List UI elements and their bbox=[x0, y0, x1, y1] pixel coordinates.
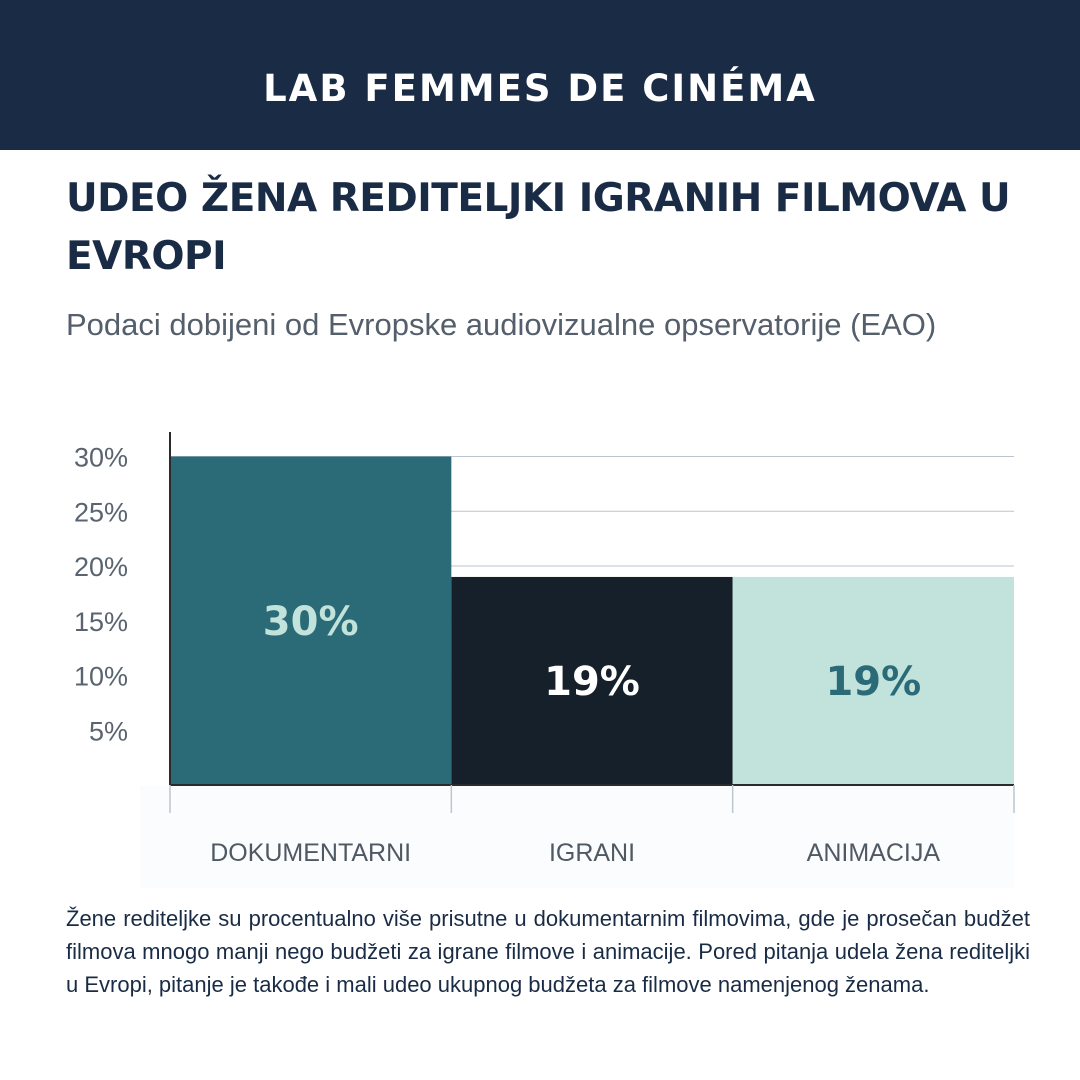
chart-subtitle: Podaci dobijeni od Evropske audiovizualn… bbox=[66, 307, 937, 342]
x-tick-label: DOKUMENTARNI bbox=[210, 839, 411, 867]
data-label: 19% bbox=[544, 659, 640, 705]
y-tick-label: 10% bbox=[74, 662, 128, 692]
y-tick-label: 15% bbox=[74, 607, 128, 637]
chart-title: UDEO ŽENA REDITELJKI IGRANIH FILMOVA U E… bbox=[66, 176, 1011, 279]
banner-title: LAB FEMMES DE CINÉMA bbox=[263, 67, 817, 110]
y-tick-label: 25% bbox=[74, 497, 128, 527]
y-tick-label: 20% bbox=[74, 552, 128, 582]
y-tick-label: 5% bbox=[89, 716, 128, 746]
x-tick-label: ANIMACIJA bbox=[807, 839, 941, 867]
bar bbox=[732, 576, 1014, 785]
data-label: 19% bbox=[825, 659, 921, 705]
top-banner: LAB FEMMES DE CINÉMA bbox=[0, 0, 1080, 150]
x-label-area bbox=[140, 786, 1014, 888]
x-tick-label: IGRANI bbox=[549, 839, 635, 867]
bar-chart: 5% 10% 15% 20% 25% 30% 30% 19% 19% DOKUMENTARNI IG… bbox=[74, 432, 1015, 888]
data-label: 30% bbox=[263, 599, 359, 645]
y-tick-label: 30% bbox=[74, 443, 128, 473]
chart-note: Žene rediteljke su procentualno više pri… bbox=[66, 906, 1030, 997]
bar bbox=[170, 456, 452, 785]
bar bbox=[451, 576, 733, 785]
